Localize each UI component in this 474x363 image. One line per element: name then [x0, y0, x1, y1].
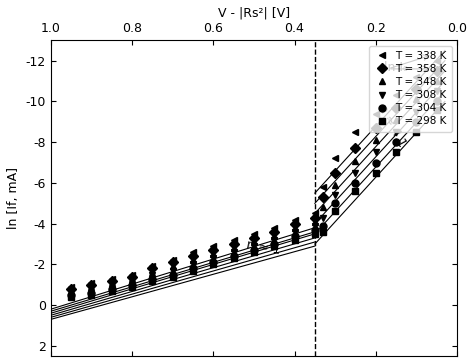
X-axis label: V - |Rs²| [V]: V - |Rs²| [V] [218, 7, 290, 20]
Legend: T = 338 K, T = 358 K, T = 348 K, T = 308 K, T = 304 K, T = 298 K: T = 338 K, T = 358 K, T = 348 K, T = 308… [369, 46, 452, 132]
Y-axis label: ln [If, mA]: ln [If, mA] [7, 167, 20, 229]
Text: n ≈ 4.1: n ≈ 4.1 [376, 102, 409, 149]
Text: n ≈ 1: n ≈ 1 [246, 238, 282, 257]
Text: ln I₀: ln I₀ [384, 61, 408, 74]
